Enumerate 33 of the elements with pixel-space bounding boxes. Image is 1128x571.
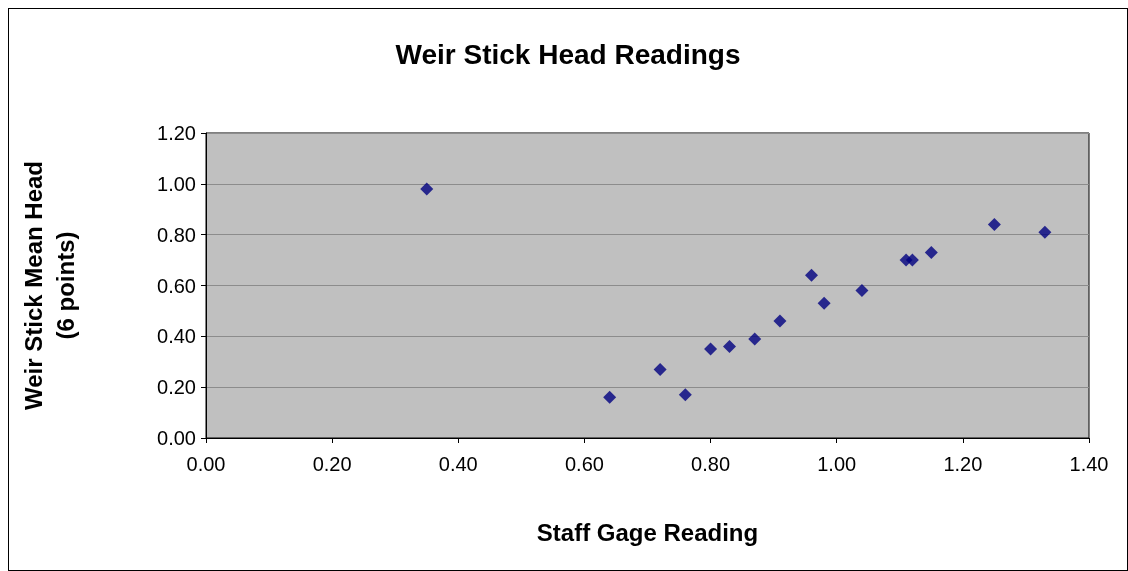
y-tick-label: 0.60 bbox=[157, 274, 196, 297]
x-tick-label: 0.60 bbox=[564, 453, 604, 475]
x-axis-title: Staff Gage Reading bbox=[536, 518, 759, 546]
x-tick-label: 1.20 bbox=[943, 453, 983, 475]
y-axis-title: Weir Stick Mean Head (6 points) bbox=[19, 161, 79, 410]
y-tick-label: 0.80 bbox=[157, 223, 196, 246]
point bbox=[804, 268, 818, 282]
y-tick-label: 0.20 bbox=[157, 376, 196, 399]
x-tick-label: 0.80 bbox=[691, 453, 731, 475]
y-tick-label: 0.40 bbox=[157, 325, 196, 348]
y-tick-label: 1.00 bbox=[157, 172, 196, 195]
point bbox=[773, 314, 787, 328]
y-tick-label: 1.20 bbox=[157, 122, 196, 144]
x-tick-label: 0.20 bbox=[312, 453, 352, 475]
x-tick-label: 1.00 bbox=[817, 453, 857, 475]
x-tick-label: 1.40 bbox=[1069, 453, 1109, 475]
point bbox=[905, 253, 919, 267]
point bbox=[603, 390, 617, 404]
x-tick-label: 0.40 bbox=[438, 453, 478, 475]
point bbox=[420, 182, 434, 196]
point bbox=[653, 362, 667, 376]
point bbox=[748, 332, 762, 346]
point bbox=[924, 245, 938, 259]
point bbox=[987, 218, 1001, 231]
point bbox=[704, 342, 718, 356]
point bbox=[817, 296, 831, 310]
x-tick-label: 0.00 bbox=[186, 453, 226, 475]
point bbox=[1038, 225, 1052, 239]
chart-title: Weir Stick Head Readings bbox=[395, 38, 741, 70]
point bbox=[722, 340, 736, 353]
point bbox=[678, 388, 692, 402]
point bbox=[855, 284, 869, 298]
y-tick-label: 0.00 bbox=[157, 427, 196, 449]
